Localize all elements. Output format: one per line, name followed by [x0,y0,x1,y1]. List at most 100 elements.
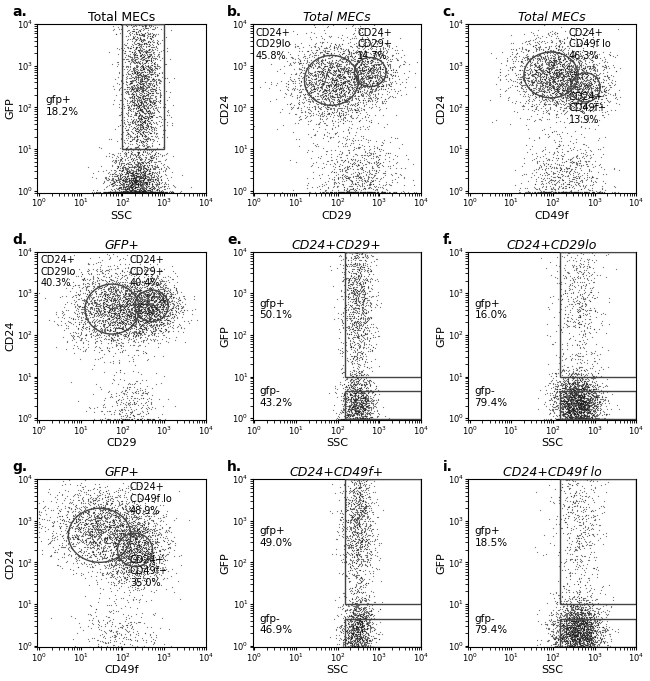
Point [123,551,133,562]
Point [581,536,592,547]
Point [139,186,150,197]
Point [340,381,350,392]
Title: Total MECs: Total MECs [518,11,586,25]
Point [115,164,125,175]
Point [131,64,142,75]
Point [114,186,125,197]
Point [84,281,94,291]
Point [82,513,92,524]
Point [350,384,360,395]
Point [116,294,126,305]
Point [155,530,166,541]
Point [358,388,369,399]
Point [352,623,363,634]
Point [348,641,359,652]
Point [112,522,123,533]
Point [131,133,142,144]
Point [567,622,578,633]
Point [551,387,561,398]
Point [584,413,595,424]
Point [346,641,356,652]
Point [585,413,595,424]
Point [129,186,139,197]
Point [592,629,603,639]
Point [64,316,74,327]
Point [306,19,317,30]
Point [127,281,137,291]
Point [70,505,81,516]
Point [102,306,112,317]
Point [575,413,585,424]
Point [130,321,140,332]
Point [87,317,98,328]
Point [521,83,531,94]
Point [128,539,138,550]
Point [354,332,364,343]
Point [159,283,169,294]
Point [121,299,131,310]
Point [565,93,575,104]
Point [122,548,132,558]
Point [333,93,343,104]
Point [338,623,348,634]
Point [564,89,574,99]
Point [170,305,180,316]
Point [333,63,343,74]
Point [156,304,166,315]
Point [573,579,584,590]
Point [103,291,114,302]
Point [560,401,571,412]
Point [339,274,350,285]
Point [133,19,143,30]
Point [369,78,379,89]
Point [562,608,572,619]
Point [355,413,365,424]
Point [96,325,107,336]
Point [363,335,374,346]
Point [370,148,381,159]
Point [562,640,572,651]
Point [335,76,346,87]
Point [373,326,384,336]
Point [109,179,119,190]
Point [345,413,356,424]
Point [133,57,143,67]
Point [140,110,151,121]
Point [126,35,136,46]
Point [573,391,584,402]
Point [354,583,364,594]
Point [569,273,580,284]
Point [125,535,136,546]
Point [116,629,126,639]
Point [108,373,118,384]
Point [583,379,593,390]
Point [133,38,144,49]
Point [348,400,359,411]
Point [566,22,576,33]
Point [150,22,160,33]
Point [569,88,579,99]
Point [125,64,135,75]
Point [581,503,592,514]
Point [157,302,167,313]
Point [145,19,155,30]
Point [151,546,161,557]
Point [324,64,335,75]
Point [557,637,567,648]
Point [94,492,105,503]
Point [578,63,589,74]
Point [358,56,368,67]
Point [62,520,72,531]
Point [566,604,576,615]
Point [87,561,98,572]
Point [354,641,365,652]
Point [559,620,569,631]
Point [346,641,356,652]
Point [112,334,123,345]
Point [579,377,590,388]
Point [356,623,367,634]
Point [350,641,360,652]
Point [84,329,95,340]
Point [573,641,584,652]
Point [69,340,79,351]
